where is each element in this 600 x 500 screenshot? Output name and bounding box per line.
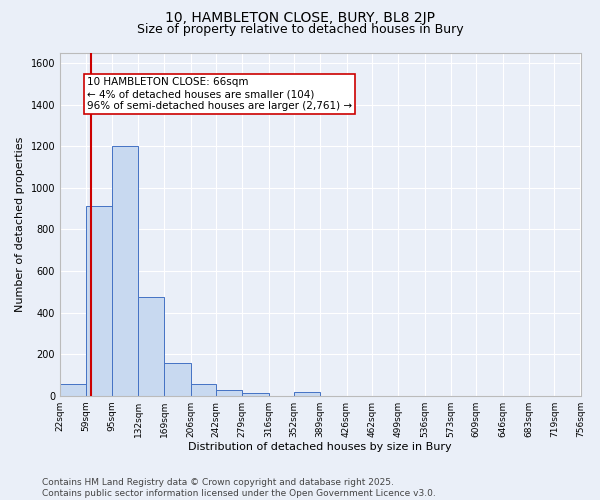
Bar [112,146,138,396]
Bar [60,384,86,396]
Bar [86,206,112,396]
Bar [216,390,242,396]
X-axis label: Distribution of detached houses by size in Bury: Distribution of detached houses by size … [188,442,452,452]
Text: Contains HM Land Registry data © Crown copyright and database right 2025.
Contai: Contains HM Land Registry data © Crown c… [42,478,436,498]
Bar [164,364,191,396]
Bar [191,384,216,396]
Bar [138,297,164,396]
Text: 10 HAMBLETON CLOSE: 66sqm
← 4% of detached houses are smaller (104)
96% of semi-: 10 HAMBLETON CLOSE: 66sqm ← 4% of detach… [87,78,352,110]
Text: 10, HAMBLETON CLOSE, BURY, BL8 2JP: 10, HAMBLETON CLOSE, BURY, BL8 2JP [165,11,435,25]
Bar [242,392,269,396]
Text: Size of property relative to detached houses in Bury: Size of property relative to detached ho… [137,22,463,36]
Y-axis label: Number of detached properties: Number of detached properties [15,136,25,312]
Bar [294,392,320,396]
